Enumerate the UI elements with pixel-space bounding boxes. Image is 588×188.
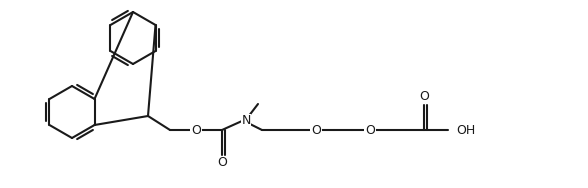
Text: N: N	[241, 114, 250, 127]
Text: OH: OH	[456, 124, 475, 136]
Text: O: O	[191, 124, 201, 136]
Text: O: O	[217, 156, 227, 170]
Text: O: O	[419, 90, 429, 104]
Text: O: O	[311, 124, 321, 136]
Text: O: O	[365, 124, 375, 136]
